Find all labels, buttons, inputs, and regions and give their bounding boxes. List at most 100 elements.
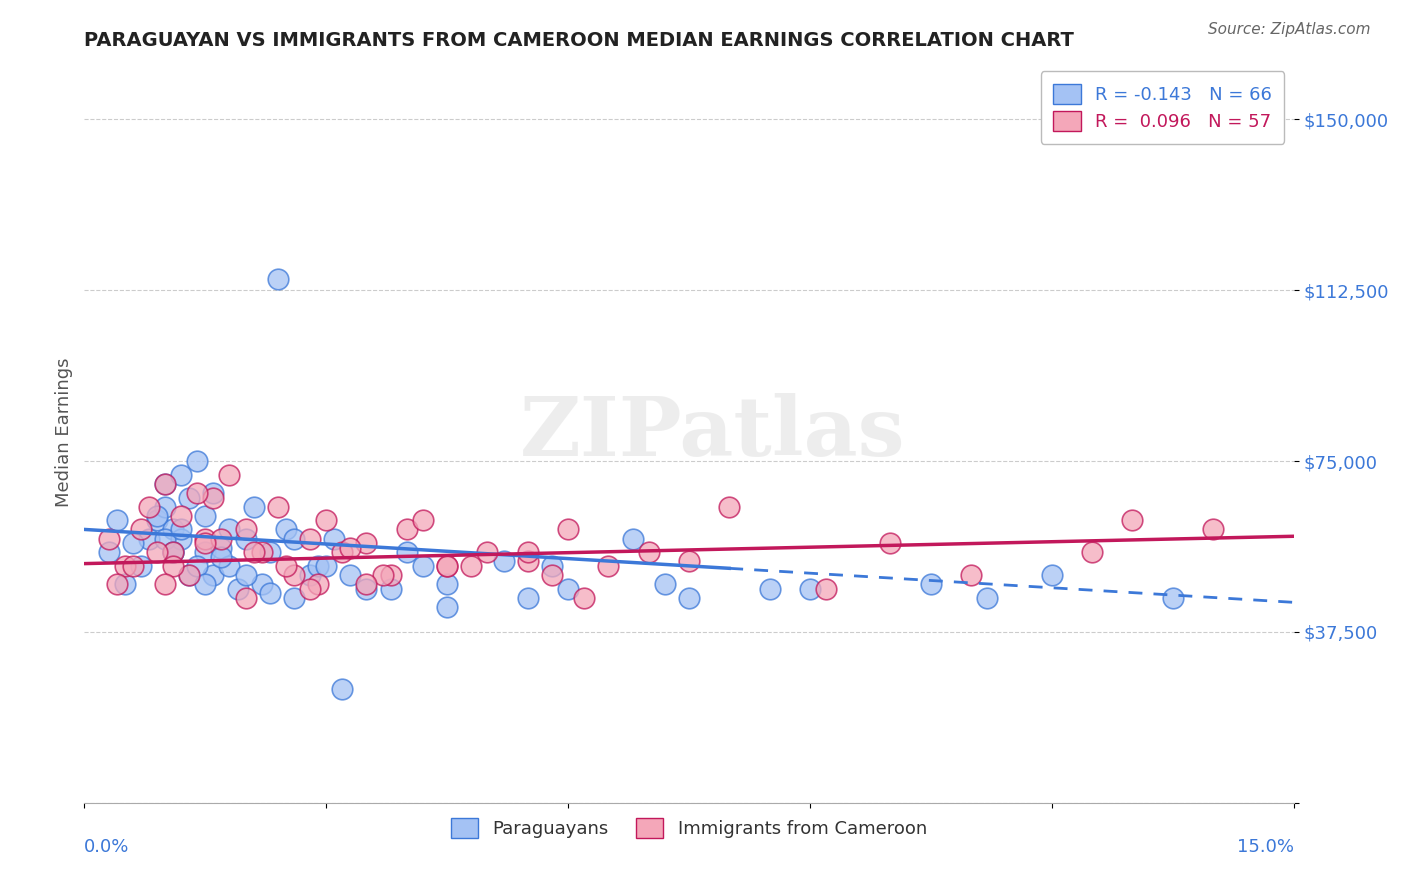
Point — [1202, 523, 1225, 537]
Point — [162, 545, 184, 559]
Point — [356, 582, 378, 596]
Point — [267, 500, 290, 514]
Point — [460, 558, 482, 573]
Point — [516, 545, 538, 559]
Point — [477, 545, 499, 559]
Point — [412, 558, 434, 573]
Point — [202, 568, 225, 582]
Point — [170, 508, 193, 523]
Point — [235, 591, 257, 605]
Point — [250, 577, 273, 591]
Point — [814, 582, 837, 596]
Point — [114, 577, 136, 591]
Point — [960, 568, 983, 582]
Point — [186, 486, 208, 500]
Point — [179, 491, 201, 505]
Point — [153, 577, 176, 591]
Point — [267, 272, 290, 286]
Point — [146, 513, 169, 527]
Point — [339, 568, 361, 582]
Point — [209, 541, 232, 555]
Text: PARAGUAYAN VS IMMIGRANTS FROM CAMEROON MEDIAN EARNINGS CORRELATION CHART: PARAGUAYAN VS IMMIGRANTS FROM CAMEROON M… — [84, 30, 1074, 50]
Point — [516, 554, 538, 568]
Point — [162, 558, 184, 573]
Point — [138, 532, 160, 546]
Point — [186, 454, 208, 468]
Point — [235, 532, 257, 546]
Point — [121, 536, 143, 550]
Point — [380, 582, 402, 596]
Y-axis label: Median Earnings: Median Earnings — [55, 358, 73, 508]
Point — [283, 591, 305, 605]
Point — [146, 545, 169, 559]
Point — [202, 491, 225, 505]
Point — [114, 558, 136, 573]
Point — [323, 532, 346, 546]
Point — [330, 681, 353, 696]
Point — [162, 523, 184, 537]
Point — [170, 532, 193, 546]
Point — [356, 536, 378, 550]
Point — [170, 467, 193, 482]
Point — [678, 554, 700, 568]
Point — [541, 568, 564, 582]
Point — [194, 577, 217, 591]
Point — [621, 532, 644, 546]
Point — [557, 582, 579, 596]
Point — [162, 545, 184, 559]
Point — [194, 532, 217, 546]
Point — [718, 500, 741, 514]
Point — [1161, 591, 1184, 605]
Point — [129, 523, 152, 537]
Point — [274, 523, 297, 537]
Point — [226, 582, 249, 596]
Point — [299, 568, 322, 582]
Point — [879, 536, 901, 550]
Point — [299, 532, 322, 546]
Point — [105, 513, 128, 527]
Point — [153, 476, 176, 491]
Point — [371, 568, 394, 582]
Point — [356, 577, 378, 591]
Text: 0.0%: 0.0% — [84, 838, 129, 856]
Point — [654, 577, 676, 591]
Point — [121, 558, 143, 573]
Point — [436, 577, 458, 591]
Point — [209, 549, 232, 564]
Point — [179, 568, 201, 582]
Point — [179, 568, 201, 582]
Point — [153, 500, 176, 514]
Point — [976, 591, 998, 605]
Point — [97, 545, 120, 559]
Point — [138, 500, 160, 514]
Point — [330, 545, 353, 559]
Point — [315, 558, 337, 573]
Point — [492, 554, 515, 568]
Point — [315, 513, 337, 527]
Point — [242, 500, 264, 514]
Point — [194, 536, 217, 550]
Point — [186, 558, 208, 573]
Point — [307, 577, 329, 591]
Point — [129, 558, 152, 573]
Point — [194, 545, 217, 559]
Point — [395, 523, 418, 537]
Legend: Paraguayans, Immigrants from Cameroon: Paraguayans, Immigrants from Cameroon — [444, 811, 934, 846]
Point — [218, 558, 240, 573]
Point — [105, 577, 128, 591]
Point — [153, 532, 176, 546]
Point — [242, 545, 264, 559]
Point — [541, 558, 564, 573]
Point — [572, 591, 595, 605]
Text: 15.0%: 15.0% — [1236, 838, 1294, 856]
Point — [920, 577, 942, 591]
Point — [202, 486, 225, 500]
Point — [395, 545, 418, 559]
Point — [97, 532, 120, 546]
Point — [170, 523, 193, 537]
Point — [235, 523, 257, 537]
Point — [758, 582, 780, 596]
Point — [1040, 568, 1063, 582]
Point — [274, 558, 297, 573]
Point — [209, 532, 232, 546]
